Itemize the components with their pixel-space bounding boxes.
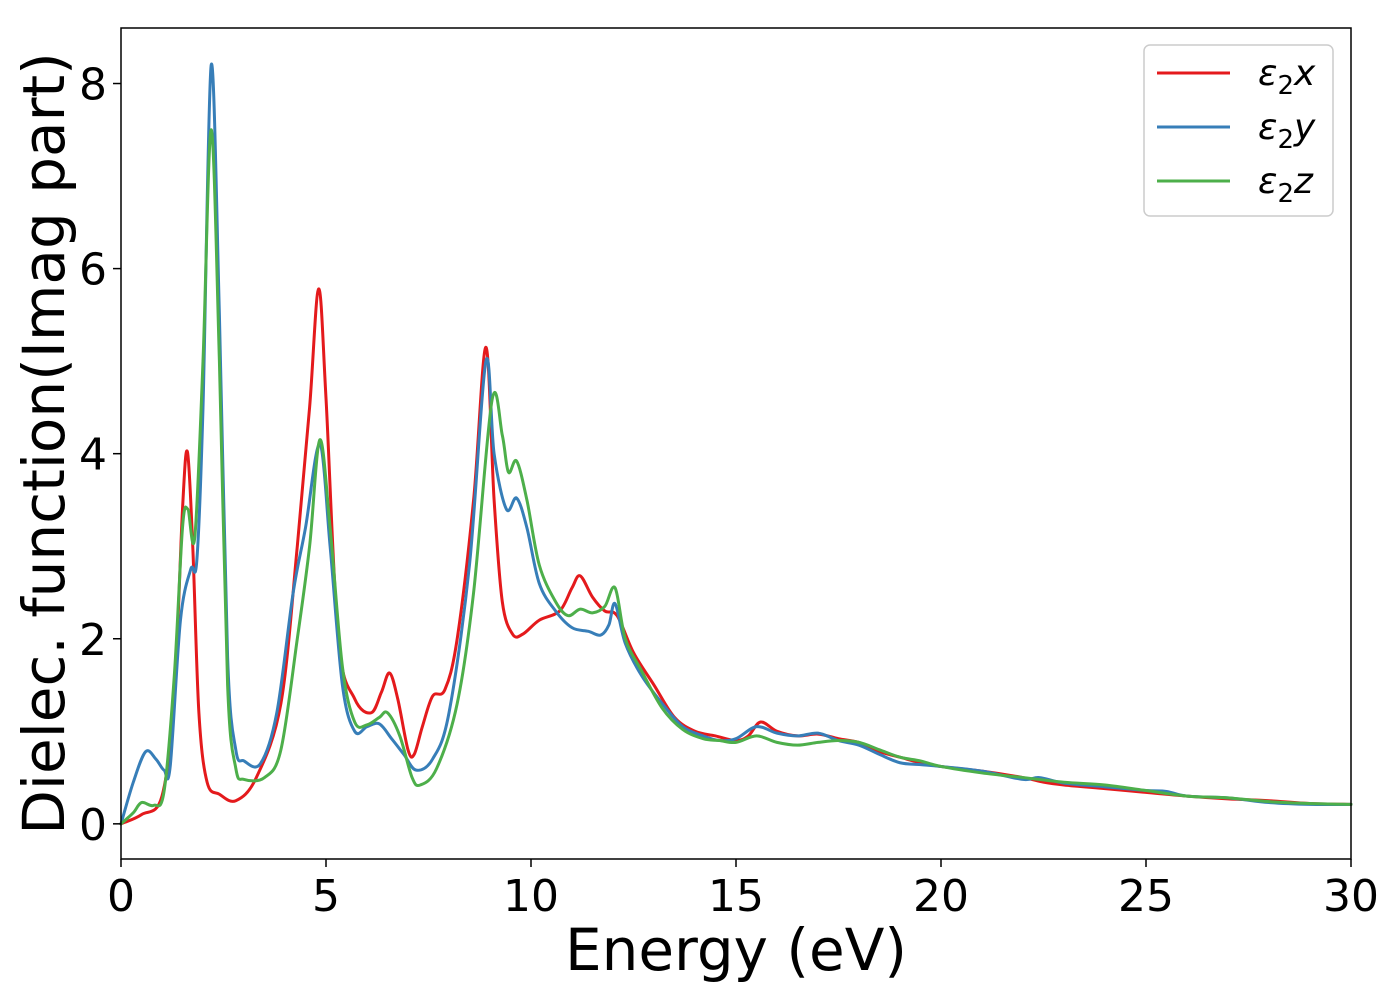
series-line-1 [119,62,1353,826]
legend-component: y [1293,107,1316,148]
x-tick-label: 0 [107,871,135,922]
series-line-2 [119,128,1353,826]
y-axis-ticks: 0 2 4 6 8 [79,60,121,851]
legend-label-2: ε2z [1258,161,1314,209]
x-axis-title: Energy (eV) [565,916,907,984]
x-tick-label: 10 [503,871,559,922]
legend-label-1: ε2y [1258,107,1316,155]
x-tick-label: 20 [913,871,969,922]
x-axis-ticks: 0 5 10 15 20 25 30 [107,859,1379,922]
legend-subscript: 2 [1277,71,1294,101]
x-tick-label: 30 [1323,871,1379,922]
legend-subscript: 2 [1277,125,1294,155]
y-tick-label: 6 [79,245,107,296]
y-tick-label: 2 [79,615,107,666]
legend-symbol: ε [1258,161,1277,202]
x-tick-label: 25 [1118,871,1174,922]
y-tick-label: 8 [79,60,107,111]
legend-symbol: ε [1258,107,1277,148]
x-tick-label: 15 [708,871,764,922]
legend-symbol: ε [1258,53,1277,94]
series-layer [119,62,1353,826]
legend-component: x [1293,53,1316,94]
legend-label-0: ε2x [1258,53,1316,101]
legend-subscript: 2 [1277,179,1294,209]
y-tick-label: 4 [79,430,107,481]
legend-component: z [1293,161,1314,202]
x-tick-label: 5 [312,871,340,922]
y-tick-label: 0 [79,800,107,851]
legend-box [1143,44,1334,217]
y-axis-title: Dielec. function(Imag part) [10,52,78,835]
